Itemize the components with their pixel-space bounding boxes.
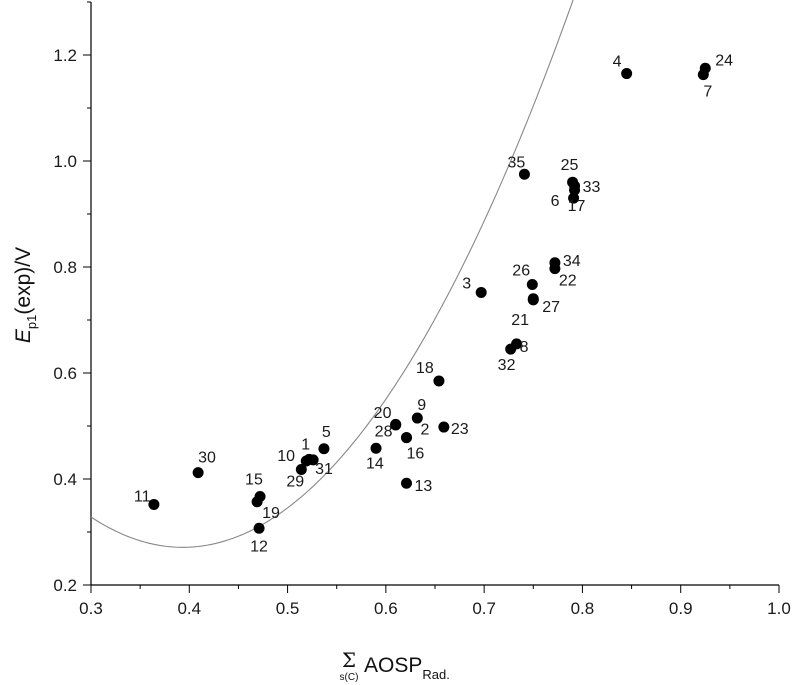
y-tick-label: 0.2 [53, 576, 77, 595]
data-label-19: 19 [262, 505, 280, 522]
data-label-30: 30 [198, 450, 216, 467]
data-label-11: 11 [134, 488, 151, 505]
x-tick-label: 0.5 [276, 599, 300, 618]
data-point-9 [411, 412, 423, 424]
data-label-14: 14 [366, 455, 384, 472]
data-point-14 [370, 442, 382, 454]
data-label-33: 33 [583, 179, 601, 196]
data-point-31 [307, 454, 319, 466]
data-label-12: 12 [250, 538, 268, 555]
y-tick-label: 1.0 [53, 152, 77, 171]
y-tick-label: 0.4 [53, 470, 77, 489]
data-points-layer [148, 62, 711, 534]
x-axis-title-subscript: Rad. [422, 667, 449, 682]
data-point-12 [253, 522, 265, 534]
data-label-2: 2 [420, 422, 429, 439]
data-label-22: 22 [559, 273, 577, 290]
data-point-34 [549, 257, 561, 269]
data-point-18 [433, 375, 445, 387]
y-tick-label: 0.8 [53, 258, 77, 277]
data-point-32 [505, 343, 517, 355]
x-tick-label: 0.3 [79, 599, 103, 618]
x-axis-title-main: AOSP [364, 654, 422, 677]
x-tick-label: 0.9 [669, 599, 693, 618]
data-label-6: 6 [551, 193, 560, 210]
point-labels-layer: 1234567891011121314151617181920212223242… [134, 52, 733, 555]
y-tick-label: 0.6 [53, 364, 77, 383]
data-label-10: 10 [277, 448, 295, 465]
x-tick-label: 1.0 [767, 599, 791, 618]
x-tick-label: 0.7 [472, 599, 496, 618]
data-label-31: 31 [315, 461, 333, 478]
data-point-33 [569, 180, 581, 192]
data-label-15: 15 [245, 471, 263, 488]
data-point-28 [390, 418, 402, 430]
data-label-20: 20 [374, 405, 392, 422]
data-label-5: 5 [322, 424, 331, 441]
data-label-9: 9 [417, 397, 426, 414]
y-axis-title: Ep1(exp)/V [12, 247, 39, 343]
data-label-35: 35 [507, 154, 525, 171]
data-label-8: 8 [520, 339, 529, 356]
x-axis-title: Σ s(C) AOSPRad. [340, 648, 450, 683]
data-point-5 [318, 443, 330, 455]
y-axis-title-italic: E [12, 328, 35, 343]
data-label-28: 28 [375, 423, 393, 440]
x-tick-label: 0.6 [374, 599, 398, 618]
data-point-26 [526, 278, 538, 290]
data-label-7: 7 [703, 84, 712, 101]
svg-text:Ep1(exp)/V: Ep1(exp)/V [12, 247, 39, 343]
x-axis-sum-symbol: Σ [342, 648, 356, 672]
data-point-16 [400, 432, 412, 444]
data-label-25: 25 [561, 157, 579, 174]
fit-curve-layer [90, 0, 574, 548]
data-point-27 [527, 293, 539, 305]
y-axis-title-rest: (exp)/V [12, 247, 35, 315]
data-label-32: 32 [498, 357, 516, 374]
data-label-27: 27 [542, 299, 560, 316]
x-axis-sum-index: s(C) [340, 672, 359, 683]
data-label-13: 13 [414, 478, 432, 495]
data-label-29: 29 [286, 473, 304, 490]
data-label-4: 4 [613, 54, 622, 71]
data-point-29 [295, 463, 307, 475]
data-label-26: 26 [512, 262, 530, 279]
data-label-3: 3 [462, 275, 471, 292]
data-point-35 [518, 168, 530, 180]
data-point-11 [148, 498, 160, 510]
data-point-3 [475, 286, 487, 298]
data-point-30 [192, 467, 204, 479]
data-label-16: 16 [406, 446, 424, 463]
data-label-23: 23 [451, 421, 469, 438]
x-tick-label: 0.4 [177, 599, 201, 618]
data-point-13 [400, 477, 412, 489]
x-tick-label: 0.8 [571, 599, 595, 618]
data-point-4 [621, 68, 633, 80]
axes: 0.3 0.4 0.5 0.6 0.7 0.8 0.9 1.0 0.2 0.4 0.6 0.8 1.0 1… [53, 1, 791, 618]
y-tick-label: 1.2 [53, 46, 77, 65]
data-point-24 [699, 62, 711, 74]
data-label-34: 34 [563, 253, 581, 270]
data-point-23 [438, 421, 450, 433]
svg-text:AOSPRad.: AOSPRad. [364, 654, 450, 682]
fit-curve [90, 0, 574, 548]
data-label-17: 17 [568, 198, 586, 215]
data-label-21: 21 [511, 312, 529, 329]
data-label-18: 18 [416, 360, 434, 377]
data-point-19 [251, 496, 263, 508]
data-label-1: 1 [301, 436, 310, 453]
data-label-24: 24 [715, 52, 733, 69]
y-axis-title-subscript: p1 [24, 315, 39, 329]
